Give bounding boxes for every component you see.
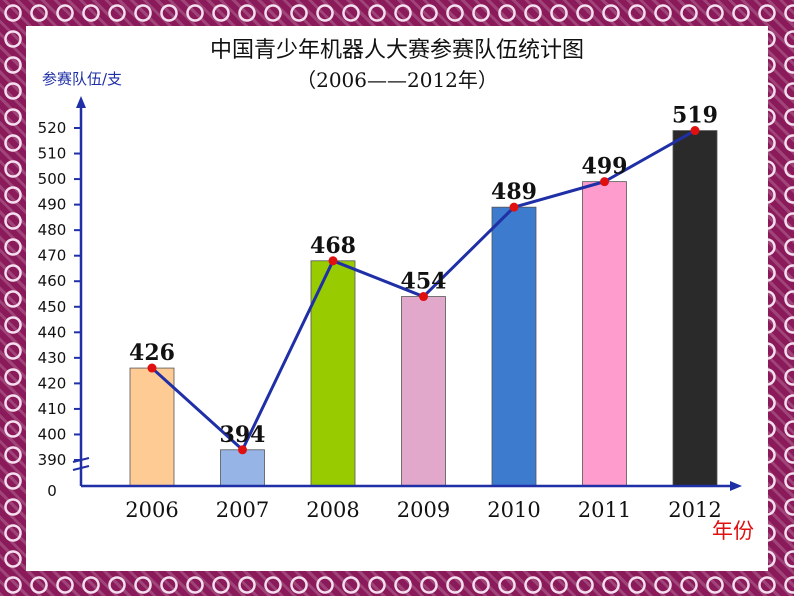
- bar-2010: [491, 206, 537, 487]
- marker-2008: [328, 256, 338, 266]
- marker-2007: [238, 445, 247, 455]
- bar-2007: [220, 449, 265, 487]
- y-tick-label: 410: [38, 400, 67, 418]
- x-axis-arrow: [730, 481, 742, 491]
- y-tick-label: 440: [38, 323, 67, 341]
- y-tick-label: 520: [38, 119, 67, 137]
- y-tick-label: 500: [38, 170, 67, 188]
- bar-2009: [401, 296, 446, 487]
- bar-2006: [129, 367, 175, 487]
- x-tick-label-2012: 2012: [668, 498, 721, 522]
- y-tick-label: 420: [38, 374, 67, 392]
- y-tick-label: 460: [38, 272, 67, 290]
- y-tick-label: 470: [38, 247, 67, 265]
- data-label-2009: 454: [401, 269, 447, 295]
- marker-2012: [690, 126, 700, 136]
- chart-subtitle: （2006——2012年）: [296, 68, 498, 92]
- marker-2009: [419, 292, 428, 302]
- x-tick-label-2008: 2008: [306, 498, 359, 522]
- y-axis-label: 参赛队伍/支: [42, 70, 122, 88]
- data-label-2012: 519: [672, 103, 718, 129]
- y-tick-label: 450: [38, 298, 67, 316]
- y-tick-label: 430: [38, 349, 67, 367]
- y-axis-arrow: [76, 96, 86, 108]
- y-tick-label: 390: [38, 451, 67, 469]
- y-tick-label: 490: [38, 196, 67, 214]
- x-tick-label-2011: 2011: [578, 498, 631, 522]
- x-tick-label-2010: 2010: [487, 498, 540, 522]
- marker-2010: [509, 202, 519, 212]
- chart-title: 中国青少年机器人大赛参赛队伍统计图: [209, 38, 584, 63]
- y-tick-label: 400: [38, 425, 67, 443]
- x-tick-label-2006: 2006: [125, 498, 178, 522]
- y-axis-break-mark: [72, 457, 90, 471]
- bar-2011: [582, 181, 627, 487]
- bar-2008: [310, 260, 356, 487]
- data-label-2011: 499: [582, 154, 628, 180]
- data-label-2007: 394: [220, 422, 266, 448]
- x-axis-label: 年份: [712, 519, 754, 543]
- data-label-2008: 468: [310, 233, 356, 259]
- marker-2006: [147, 363, 157, 373]
- data-label-2010: 489: [491, 179, 537, 205]
- marker-2011: [600, 177, 609, 187]
- y-tick-label: 510: [38, 145, 67, 163]
- x-tick-label-2007: 2007: [216, 498, 269, 522]
- y-tick-label: 480: [38, 221, 67, 239]
- bar-2012: [672, 130, 718, 487]
- data-label-2006: 426: [129, 340, 175, 366]
- y-zero-label: 0: [47, 482, 57, 500]
- x-tick-label-2009: 2009: [397, 498, 450, 522]
